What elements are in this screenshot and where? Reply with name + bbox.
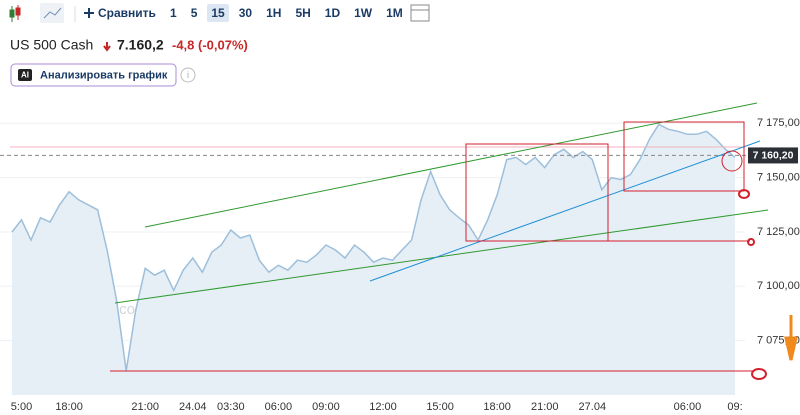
- interval[interactable]: 1H: [266, 6, 282, 20]
- price-tag: [748, 147, 798, 164]
- x-tick-label: 12:00: [369, 401, 397, 413]
- interval[interactable]: 1D: [324, 6, 341, 20]
- interval[interactable]: 1M: [386, 6, 403, 20]
- price-tag-label: 7 160,20: [753, 150, 794, 162]
- y-tick-label: 7 175,00: [757, 117, 800, 129]
- orange-arrow: [784, 315, 798, 361]
- drawings: [10, 102, 798, 380]
- interval[interactable]: 5H: [295, 6, 311, 20]
- x-tick-label: 5:00: [11, 401, 32, 413]
- analyze-label[interactable]: Анализировать график: [40, 69, 168, 81]
- instrument: US 500 Cash: [10, 37, 93, 53]
- mark-circle: [747, 238, 755, 246]
- mark-circle: [751, 368, 767, 380]
- price: 7.160,2: [117, 37, 164, 53]
- x-tick-label: 18:00: [55, 401, 83, 413]
- y-tick-label: 7 150,00: [757, 172, 800, 184]
- compare[interactable]: Сравнить: [98, 6, 156, 20]
- plus-icon: [84, 8, 94, 18]
- x-tick-label: 03:30: [217, 401, 245, 413]
- x-tick-label: 27.04: [579, 401, 607, 413]
- x-tick-label: 18:00: [483, 401, 511, 413]
- x-tick-label: 15:00: [426, 401, 454, 413]
- analyze-button[interactable]: [10, 63, 177, 87]
- candle-icon[interactable]: [9, 5, 21, 22]
- line: [11, 123, 736, 372]
- interval[interactable]: 15: [207, 4, 229, 22]
- interval[interactable]: 1W: [354, 6, 373, 20]
- y-tick-label: 7 125,00: [757, 226, 800, 238]
- change: -4,8 (-0,07%): [172, 37, 248, 52]
- trend-lower[interactable]: [114, 209, 769, 304]
- info-i: i: [187, 70, 189, 80]
- area: [12, 124, 735, 396]
- trend-upper[interactable]: [144, 102, 758, 228]
- x-tick-label: 06:00: [674, 401, 702, 413]
- interval[interactable]: 30: [238, 6, 253, 20]
- x-tick-label: 09:00: [312, 401, 340, 413]
- mark-circle: [721, 150, 743, 172]
- ai-badge: AI: [21, 71, 29, 80]
- x-tick-label: 21:00: [131, 401, 159, 413]
- ai-badge-bg: [18, 69, 32, 81]
- toolbar-bg: [0, 0, 800, 30]
- table-icon[interactable]: [410, 4, 430, 22]
- trend-blue[interactable]: [369, 140, 761, 282]
- down-arrow: [103, 42, 111, 52]
- x-tick-label: 09:: [727, 401, 742, 413]
- x-tick-label: 06:00: [265, 401, 293, 413]
- mark-circle: [738, 189, 750, 199]
- interval[interactable]: 5: [190, 6, 198, 20]
- intervals: 1 5 15 30 1H 5H 1D 1W 1M: [166, 4, 407, 22]
- info-icon[interactable]: [180, 67, 196, 83]
- y-tick-label: 7 100,00: [757, 280, 800, 292]
- area-icon: [43, 7, 62, 19]
- interval[interactable]: 1: [170, 6, 177, 20]
- x-tick-label: 21:00: [531, 401, 559, 413]
- x-tick-label: 24.04: [179, 401, 207, 413]
